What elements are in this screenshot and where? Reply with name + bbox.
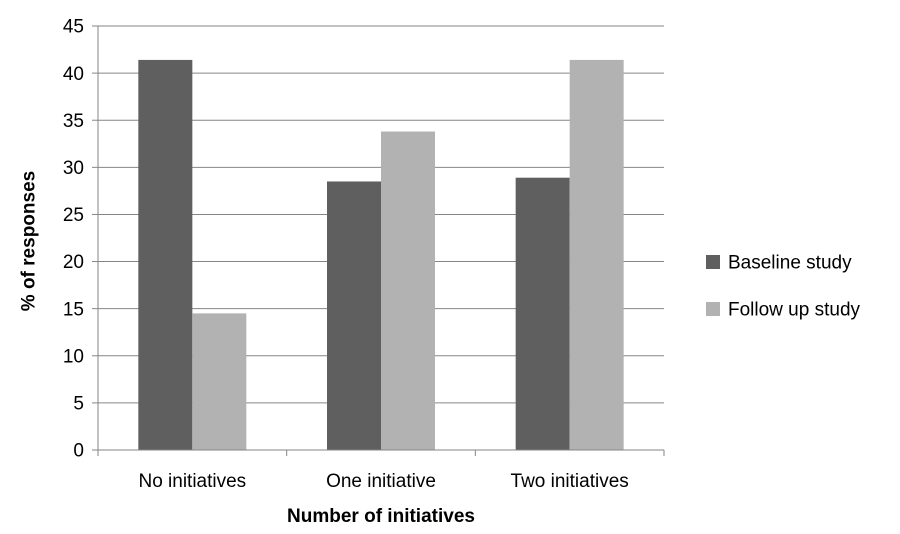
y-tick-label: 30 <box>63 158 84 179</box>
x-tick-label: Two initiatives <box>511 471 629 492</box>
y-tick-label: 0 <box>73 441 84 462</box>
bar-baseline-study-two-initiatives <box>515 177 570 450</box>
y-tick-label: 25 <box>63 205 84 226</box>
y-tick-label: 35 <box>63 111 84 132</box>
y-axis-title: % of responses <box>19 171 40 311</box>
x-tick-label: One initiative <box>326 471 436 492</box>
legend: Baseline study Follow up study <box>706 253 861 321</box>
bar-baseline-study-no-initiatives <box>138 59 193 451</box>
x-axis-title: Number of initiatives <box>287 506 475 527</box>
bar-follow-up-study-two-initiatives <box>569 59 624 451</box>
y-tick-label: 15 <box>63 299 84 320</box>
legend-label: Baseline study <box>728 253 852 274</box>
y-tick-label: 20 <box>63 252 84 273</box>
y-tick-label: 45 <box>63 17 84 38</box>
y-tick-label: 40 <box>63 64 84 85</box>
legend-swatch <box>706 255 720 269</box>
bars <box>138 59 624 451</box>
y-tick-labels: 0 5 10 15 20 25 30 35 40 45 <box>63 17 84 462</box>
x-tick-labels: No initiatives One initiative Two initiati… <box>138 471 628 492</box>
legend-label: Follow up study <box>728 300 861 321</box>
axes <box>97 26 665 456</box>
y-tick-label: 10 <box>63 346 84 367</box>
bar-follow-up-study-no-initiatives <box>192 313 247 450</box>
legend-swatch <box>706 302 720 316</box>
x-tick-label: No initiatives <box>138 471 246 492</box>
bar-baseline-study-one-initiative <box>327 181 381 450</box>
y-tick-label: 5 <box>73 394 84 415</box>
bar-follow-up-study-one-initiative <box>381 131 435 451</box>
